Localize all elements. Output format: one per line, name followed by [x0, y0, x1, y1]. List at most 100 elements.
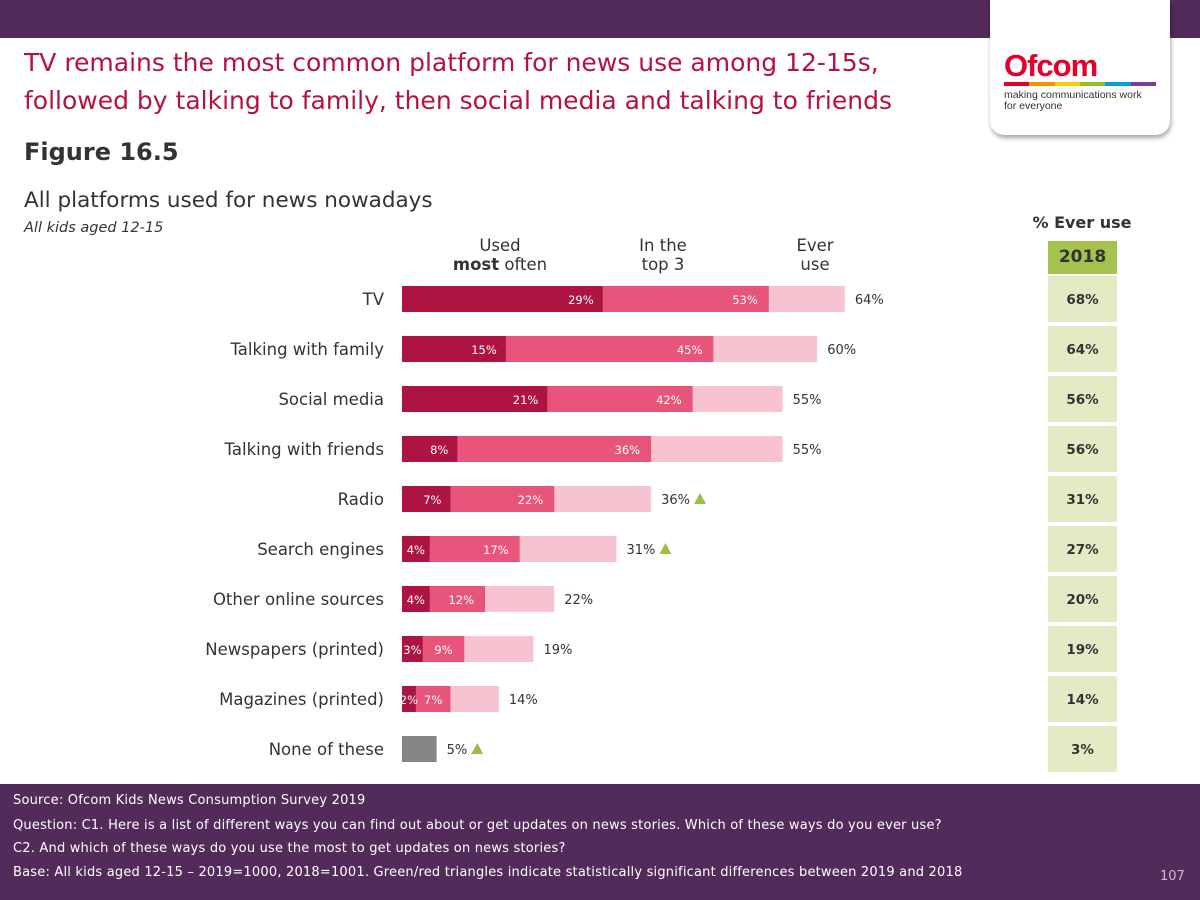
- logo-tagline: making communications work for everyone: [1004, 90, 1162, 112]
- footer-source: Source: Ofcom Kids News Consumption Surv…: [13, 793, 366, 808]
- significance-triangle-radio: [694, 493, 707, 504]
- label-most-often-magazines-printed: 2%: [400, 693, 418, 707]
- label-ever-use-radio: 36%: [661, 493, 690, 508]
- comparison-value-tv: 68%: [1066, 292, 1099, 308]
- series-header-ever-use: Ever use: [755, 236, 875, 274]
- label-most-often-newspapers-printed: 3%: [403, 643, 421, 657]
- label-top3-talking-with-friends: 36%: [615, 443, 641, 457]
- bar-most-often-social-media: [402, 386, 548, 412]
- label-ever-use-search-engines: 31%: [627, 543, 656, 558]
- header-most-word1: Used: [479, 236, 521, 255]
- category-label-other-online-sources: Other online sources: [213, 590, 384, 609]
- figure-number: Figure 16.5: [24, 138, 179, 166]
- category-label-talking-with-family: Talking with family: [229, 340, 384, 359]
- comparison-cell-none-of-these: [1048, 726, 1117, 772]
- label-top3-search-engines: 17%: [483, 543, 509, 557]
- label-most-often-talking-with-friends: 8%: [430, 443, 448, 457]
- comparison-value-radio: 31%: [1066, 492, 1099, 508]
- label-top3-social-media: 42%: [656, 393, 682, 407]
- series-header-top3: In the top 3: [603, 236, 723, 274]
- label-ever-use-newspapers-printed: 19%: [543, 643, 572, 658]
- series-header-most-often: Used most often: [440, 236, 560, 274]
- comparison-value-magazines-printed: 14%: [1066, 692, 1099, 708]
- comparison-value-other-online-sources: 20%: [1066, 592, 1099, 608]
- chart-title: All platforms used for news nowadays: [24, 188, 433, 213]
- category-label-magazines-printed: Magazines (printed): [219, 690, 384, 709]
- significance-triangle-none-of-these: [471, 743, 484, 754]
- bar-ever-use-none-of-these: [402, 736, 437, 762]
- comparison-cell-newspapers-printed: [1048, 626, 1117, 672]
- page-title: TV remains the most common platform for …: [24, 44, 974, 120]
- logo-wordmark: Ofcom: [1004, 48, 1098, 83]
- page-title-line1: TV remains the most common platform for …: [24, 48, 879, 77]
- bar-most-often-tv: [402, 286, 603, 312]
- comparison-value-social-media: 56%: [1066, 392, 1099, 408]
- comparison-value-talking-with-family: 64%: [1066, 342, 1099, 358]
- comparison-value-talking-with-friends: 56%: [1066, 442, 1099, 458]
- footer-question2: C2. And which of these ways do you use t…: [13, 841, 566, 856]
- label-most-often-search-engines: 4%: [407, 543, 425, 557]
- category-label-social-media: Social media: [278, 390, 384, 409]
- label-most-often-talking-with-family: 15%: [471, 343, 497, 357]
- comparison-cell-tv: [1048, 276, 1117, 322]
- label-most-often-tv: 29%: [568, 293, 594, 307]
- logo-tagline-line2: for everyone: [1004, 100, 1063, 112]
- label-ever-use-tv: 64%: [855, 293, 884, 308]
- bar-most-often-talking-with-family: [402, 336, 506, 362]
- footer: Source: Ofcom Kids News Consumption Surv…: [0, 784, 1200, 900]
- comparison-cell-talking-with-friends: [1048, 426, 1117, 472]
- comparison-cell-social-media: [1048, 376, 1117, 422]
- comparison-header: % Ever use: [1032, 213, 1132, 232]
- header-ever-word1: Ever: [796, 236, 834, 255]
- logo-tagline-line1: making communications work: [1004, 89, 1142, 101]
- comparison-cell-other-online-sources: [1048, 576, 1117, 622]
- comparison-value-search-engines: 27%: [1066, 542, 1099, 558]
- category-label-talking-with-friends: Talking with friends: [224, 440, 384, 459]
- category-label-radio: Radio: [338, 490, 384, 509]
- label-ever-use-talking-with-friends: 55%: [793, 443, 822, 458]
- label-most-often-other-online-sources: 4%: [407, 593, 425, 607]
- label-most-often-social-media: 21%: [513, 393, 539, 407]
- category-label-newspapers-printed: Newspapers (printed): [205, 640, 384, 659]
- page-number: 107: [1160, 869, 1185, 884]
- label-ever-use-magazines-printed: 14%: [509, 693, 538, 708]
- comparison-value-newspapers-printed: 19%: [1066, 642, 1099, 658]
- bar-most-often-newspapers-printed: [402, 636, 423, 662]
- label-top3-magazines-printed: 7%: [424, 693, 442, 707]
- label-top3-newspapers-printed: 9%: [434, 643, 452, 657]
- label-top3-tv: 53%: [732, 293, 758, 307]
- label-ever-use-talking-with-family: 60%: [827, 343, 856, 358]
- comparison-cell-talking-with-family: [1048, 326, 1117, 372]
- header-ever-word2: use: [800, 255, 830, 274]
- page-title-line2: followed by talking to family, then soci…: [24, 86, 892, 115]
- category-label-tv: TV: [362, 290, 385, 309]
- label-top3-other-online-sources: 12%: [448, 593, 474, 607]
- comparison-value-none-of-these: 3%: [1071, 742, 1094, 758]
- comparison-cell-search-engines: [1048, 526, 1117, 572]
- category-label-search-engines: Search engines: [257, 540, 384, 559]
- label-ever-use-social-media: 55%: [793, 393, 822, 408]
- header-top3-word1: In the: [639, 236, 687, 255]
- label-most-often-radio: 7%: [423, 493, 441, 507]
- header-most-word2: most: [452, 255, 500, 274]
- label-ever-use-other-online-sources: 22%: [564, 593, 593, 608]
- logo-color-stripe: [1004, 82, 1156, 86]
- chart-subtitle: All kids aged 12-15: [24, 220, 164, 236]
- significance-triangle-search-engines: [659, 543, 672, 554]
- label-top3-talking-with-family: 45%: [677, 343, 703, 357]
- label-ever-use-none-of-these: 5%: [447, 743, 468, 758]
- label-top3-radio: 22%: [518, 493, 544, 507]
- bar-most-often-radio: [402, 486, 451, 512]
- footer-base: Base: All kids aged 12-15 – 2019=1000, 2…: [13, 865, 963, 880]
- ofcom-logo[interactable]: Ofcom making communications work for eve…: [990, 0, 1170, 135]
- header-top3-word2: top 3: [641, 255, 685, 274]
- comparison-cell-radio: [1048, 476, 1117, 522]
- category-label-none-of-these: None of these: [269, 740, 384, 759]
- bar-most-often-search-engines: [402, 536, 430, 562]
- comparison-year: 2018: [1048, 241, 1117, 274]
- bar-most-often-other-online-sources: [402, 586, 430, 612]
- bar-most-often-talking-with-friends: [402, 436, 458, 462]
- bar-most-often-magazines-printed: [402, 686, 416, 712]
- comparison-cell-magazines-printed: [1048, 676, 1117, 722]
